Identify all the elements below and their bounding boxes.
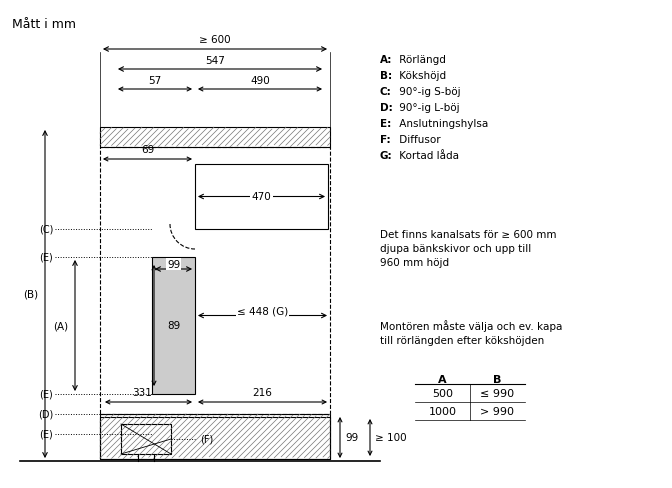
Text: C:: C: [380, 87, 392, 97]
Text: 490: 490 [250, 76, 270, 86]
Text: D:: D: [380, 103, 392, 113]
Text: 216: 216 [253, 387, 272, 397]
Text: Montören måste välja och ev. kapa
till rörlängden efter kökshöjden: Montören måste välja och ev. kapa till r… [380, 319, 562, 345]
Text: Mått i mm: Mått i mm [12, 18, 76, 31]
Text: (C): (C) [38, 224, 53, 235]
Text: (E): (E) [39, 429, 53, 439]
Text: 69: 69 [141, 145, 154, 155]
Text: B: B [493, 374, 502, 384]
Text: 331: 331 [132, 387, 152, 397]
Bar [100, 128, 330, 148]
Text: 57: 57 [149, 76, 162, 86]
Text: ≤ 448 (G): ≤ 448 (G) [237, 306, 288, 316]
Text: (E): (E) [39, 389, 53, 399]
Bar [100, 414, 330, 459]
Text: 547: 547 [205, 56, 225, 66]
Text: 470: 470 [251, 192, 271, 202]
Text: ≥ 600: ≥ 600 [199, 35, 230, 45]
Text: G:: G: [380, 151, 392, 161]
Text: A: A [438, 374, 447, 384]
Text: 89: 89 [167, 321, 180, 331]
Bar [195, 164, 328, 229]
Text: (B): (B) [23, 289, 38, 299]
Bar [100, 148, 330, 414]
Text: ≤ 990: ≤ 990 [480, 388, 515, 398]
Text: Kökshöjd: Kökshöjd [396, 71, 446, 81]
Bar [152, 258, 195, 394]
Text: B:: B: [380, 71, 392, 81]
Text: (A): (A) [53, 321, 68, 331]
Text: Kortad låda: Kortad låda [396, 151, 459, 161]
Text: 90°-ig L-böj: 90°-ig L-böj [396, 103, 460, 113]
Text: 99: 99 [167, 260, 180, 269]
Text: Diffusor: Diffusor [396, 135, 441, 145]
Text: > 990: > 990 [480, 406, 515, 416]
Text: (F): (F) [200, 434, 213, 444]
Text: 500: 500 [432, 388, 453, 398]
Text: 90°-ig S-böj: 90°-ig S-böj [396, 87, 460, 97]
Text: Anslutningshylsa: Anslutningshylsa [396, 119, 489, 129]
Text: (E): (E) [39, 252, 53, 263]
Text: Rörlängd: Rörlängd [396, 55, 446, 65]
Bar [100, 417, 330, 459]
Text: E:: E: [380, 119, 391, 129]
Text: A:: A: [380, 55, 392, 65]
Text: (D): (D) [38, 409, 53, 419]
Text: Det finns kanalsats för ≥ 600 mm
djupa bänkskivor och upp till
960 mm höjd: Det finns kanalsats för ≥ 600 mm djupa b… [380, 229, 556, 267]
Text: 1000: 1000 [429, 406, 456, 416]
Text: 99: 99 [345, 433, 358, 443]
Bar [100, 417, 330, 459]
Text: F:: F: [380, 135, 390, 145]
Bar [121, 424, 171, 454]
Text: ≥ 100: ≥ 100 [375, 433, 407, 443]
